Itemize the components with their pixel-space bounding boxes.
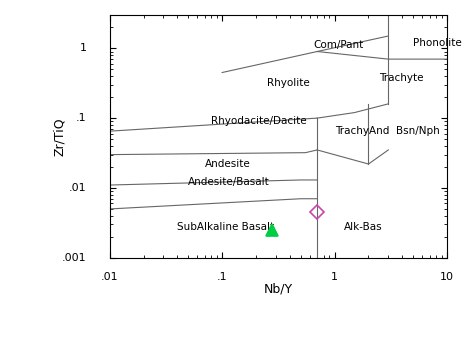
Text: Rhyolite: Rhyolite [267, 78, 310, 88]
Text: .01: .01 [69, 183, 87, 193]
Text: .001: .001 [62, 253, 87, 263]
Text: Trachyte: Trachyte [379, 73, 424, 83]
Text: .1: .1 [217, 272, 228, 282]
Text: 1: 1 [331, 272, 338, 282]
Text: SubAlkaline Basalt: SubAlkaline Basalt [177, 221, 274, 232]
Text: Com/Pant: Com/Pant [314, 40, 364, 51]
Text: .01: .01 [101, 272, 118, 282]
X-axis label: Nb/Y: Nb/Y [264, 282, 293, 295]
Text: Andesite/Basalt: Andesite/Basalt [188, 177, 270, 187]
Text: Phonolite: Phonolite [413, 38, 462, 48]
Text: 1: 1 [80, 43, 87, 53]
Text: 10: 10 [440, 272, 454, 282]
Text: .1: .1 [76, 113, 87, 123]
Text: Rhyodacite/Dacite: Rhyodacite/Dacite [211, 116, 307, 126]
Text: TrachyAnd: TrachyAnd [335, 126, 389, 136]
Text: Alk-Bas: Alk-Bas [344, 221, 382, 232]
Text: Bsn/Nph: Bsn/Nph [396, 126, 439, 136]
Text: Andesite: Andesite [205, 159, 250, 169]
Y-axis label: Zr/TiQ: Zr/TiQ [53, 117, 66, 156]
